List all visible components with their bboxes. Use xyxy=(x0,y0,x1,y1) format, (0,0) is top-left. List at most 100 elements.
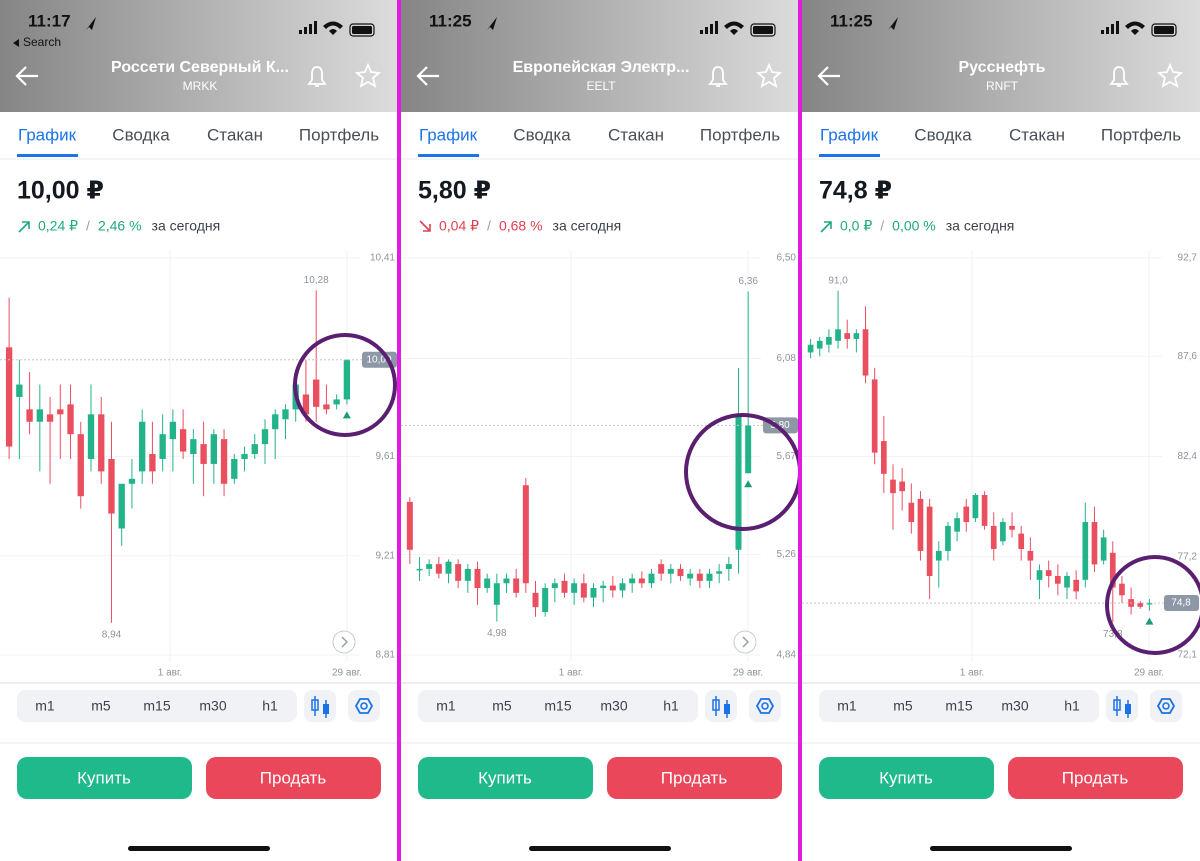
buy-button[interactable] xyxy=(17,757,192,799)
bell-icon[interactable] xyxy=(708,66,728,87)
sell-button[interactable] xyxy=(607,757,782,799)
battery xyxy=(750,23,776,37)
timeframe-option[interactable]: m30 xyxy=(600,698,627,714)
tab[interactable]: Стакан xyxy=(608,125,664,144)
tab[interactable]: График xyxy=(419,125,478,144)
tab[interactable]: График xyxy=(18,125,77,144)
tab[interactable]: Портфель xyxy=(299,125,379,144)
low-label: 8,94 xyxy=(102,629,122,640)
buy-button[interactable] xyxy=(819,757,994,799)
candle-body xyxy=(98,414,105,472)
tab[interactable]: График xyxy=(820,125,879,144)
wifi-icon xyxy=(323,21,343,35)
candle-body xyxy=(5,347,13,447)
timeframe-option[interactable]: h1 xyxy=(1064,698,1080,714)
scroll-chevron xyxy=(742,636,750,648)
scroll-button[interactable] xyxy=(332,630,356,654)
sell-button[interactable] xyxy=(206,757,381,799)
candle-body xyxy=(1045,570,1052,576)
candle-body xyxy=(1119,583,1125,596)
timeframe-option[interactable]: m1 xyxy=(436,698,456,714)
timeframe-option[interactable]: m30 xyxy=(199,698,226,714)
x-tick-label: 1 авг. xyxy=(158,668,182,679)
x-tick-label: 1 авг. xyxy=(960,668,984,679)
back-arrow[interactable] xyxy=(15,66,38,86)
timeframe-option[interactable]: m5 xyxy=(492,698,512,714)
y-tick-label: 82,4 xyxy=(1178,451,1198,462)
settings-button[interactable] xyxy=(749,690,781,722)
timeframe-option[interactable]: m15 xyxy=(945,698,972,714)
star-icon[interactable] xyxy=(755,62,783,88)
screen-separator xyxy=(397,0,401,861)
timeframe-bar xyxy=(418,690,698,722)
settings-button[interactable] xyxy=(348,690,380,722)
timeframe-option[interactable]: m1 xyxy=(837,698,857,714)
timeframe-option[interactable]: m5 xyxy=(91,698,111,714)
candle-body xyxy=(629,578,636,584)
sell-button[interactable] xyxy=(1008,757,1183,799)
candle-body xyxy=(503,578,510,584)
settings-icon xyxy=(1156,698,1176,714)
timeframe-option[interactable]: h1 xyxy=(663,698,679,714)
status-back[interactable]: Search xyxy=(23,35,61,49)
price: 74,8 ₽ xyxy=(819,177,892,205)
change-percent: 0,00 % xyxy=(892,218,936,234)
candle-body xyxy=(609,585,616,591)
timeframe-option[interactable]: h1 xyxy=(262,698,278,714)
buy-button[interactable] xyxy=(418,757,593,799)
candle-body xyxy=(687,573,694,579)
change-percent: 2,46 % xyxy=(98,218,142,234)
timeframe-option[interactable]: m5 xyxy=(893,698,913,714)
candle-body xyxy=(735,413,742,550)
candle-body xyxy=(484,578,491,589)
candle-body xyxy=(696,573,703,581)
candle-body xyxy=(231,458,238,479)
tab[interactable]: Портфель xyxy=(1101,125,1181,144)
scroll-button[interactable] xyxy=(733,630,757,654)
back-arrow[interactable] xyxy=(817,66,840,86)
change-period: за сегодня xyxy=(553,218,622,234)
change-percent: 0,68 % xyxy=(499,218,543,234)
chart-type-button[interactable] xyxy=(304,690,336,722)
timeframe-option[interactable]: m15 xyxy=(143,698,170,714)
candle-icon-body xyxy=(1113,699,1121,711)
header-title: Европейская Электр... xyxy=(513,59,690,76)
tab[interactable]: Сводка xyxy=(112,125,170,144)
header-bg xyxy=(0,0,398,112)
candle-body xyxy=(435,564,442,574)
candle-body xyxy=(272,414,279,430)
chart-type-button[interactable] xyxy=(1106,690,1138,722)
signal-bar xyxy=(1106,27,1109,34)
candle-icon-body xyxy=(724,704,730,714)
buy-label: Купить xyxy=(478,768,532,787)
timeframe-option[interactable]: m15 xyxy=(544,698,571,714)
tab[interactable]: Сводка xyxy=(914,125,972,144)
tab[interactable]: Портфель xyxy=(700,125,780,144)
chart-type-button[interactable] xyxy=(705,690,737,722)
candle-body xyxy=(981,495,988,526)
candle-body xyxy=(26,409,33,422)
timeframe-option[interactable]: m30 xyxy=(1001,698,1028,714)
candle-icon-body xyxy=(712,699,720,711)
star-icon[interactable] xyxy=(354,62,382,88)
candle-body xyxy=(282,409,289,420)
timeframe-option[interactable]: m1 xyxy=(35,698,55,714)
back-arrow[interactable] xyxy=(416,66,439,86)
candle-body xyxy=(1055,575,1061,584)
bell-icon[interactable] xyxy=(307,66,327,87)
current-price-tag xyxy=(1164,594,1199,611)
sell-label: Продать xyxy=(260,768,327,787)
tab[interactable]: Сводка xyxy=(513,125,571,144)
candle-body xyxy=(1027,550,1034,561)
candle-body xyxy=(1082,522,1089,580)
change-separator: / xyxy=(86,218,90,234)
battery-level xyxy=(753,26,773,34)
bell-icon[interactable] xyxy=(1109,66,1129,87)
candlestick-chart: 10,41 9,61 9,21 8,81 1 авг. 29 авг. 10,28 8,94 1… xyxy=(0,250,397,679)
settings-button[interactable] xyxy=(1150,690,1182,722)
star-icon[interactable] xyxy=(1156,62,1184,88)
tab[interactable]: Стакан xyxy=(1009,125,1065,144)
tab-underline xyxy=(418,154,479,157)
candle-body xyxy=(87,414,95,459)
tab[interactable]: Стакан xyxy=(207,125,263,144)
